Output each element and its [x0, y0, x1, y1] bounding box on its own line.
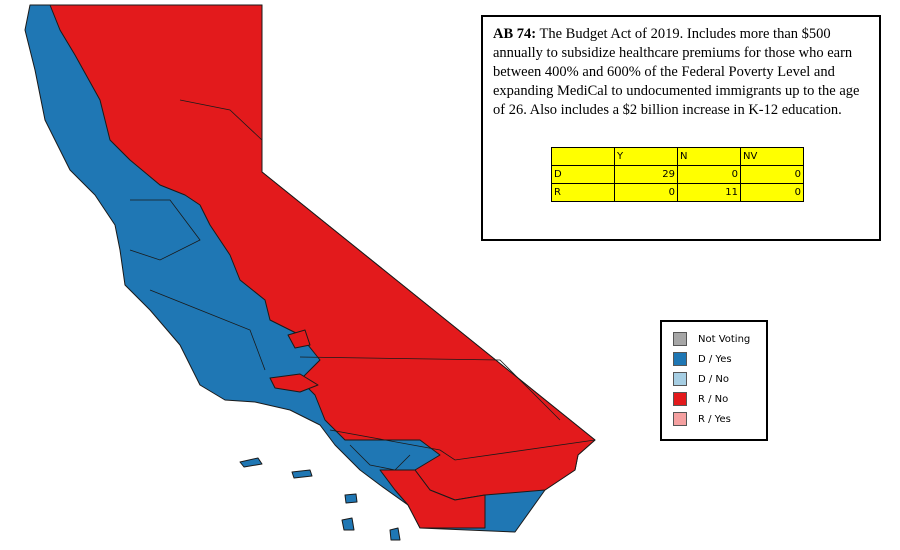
- legend-swatch: [673, 412, 687, 426]
- legend-swatch: [673, 352, 687, 366]
- row-header: D: [551, 165, 615, 184]
- legend-item: D / No: [673, 371, 729, 387]
- legend-label: D / Yes: [698, 353, 732, 365]
- legend-item: Not Voting: [673, 331, 750, 347]
- legend-label: D / No: [698, 373, 730, 385]
- legend-item: R / Yes: [673, 411, 731, 427]
- description-box: AB 74: The Budget Act of 2019. Includes …: [481, 15, 881, 241]
- col-header: Y: [614, 147, 678, 166]
- row-header: R: [551, 183, 615, 202]
- table-header: Y N NV: [551, 147, 804, 166]
- legend-label: R / Yes: [698, 413, 731, 425]
- district-border: [299, 356, 561, 421]
- district-border: [349, 444, 411, 471]
- island: [239, 457, 263, 468]
- cell: 29: [614, 165, 678, 184]
- legend-swatch: [673, 372, 687, 386]
- island: [389, 527, 401, 541]
- legend-label: Not Voting: [698, 333, 751, 345]
- description: AB 74: The Budget Act of 2019. Includes …: [493, 25, 873, 120]
- bill-label: AB 74:: [493, 26, 537, 42]
- col-header: N: [677, 147, 741, 166]
- col-header: NV: [740, 147, 804, 166]
- table-row: R 0 11 0: [551, 183, 804, 202]
- legend-swatch: [673, 332, 687, 346]
- cell: 0: [614, 183, 678, 202]
- corner-cell: [551, 147, 615, 166]
- table-row: D 29 0 0: [551, 165, 804, 184]
- legend-label: R / No: [698, 393, 729, 405]
- map: [24, 4, 596, 541]
- district-border: [149, 289, 266, 371]
- red-south: [379, 469, 486, 529]
- cell: 0: [740, 183, 804, 202]
- cell: 0: [677, 165, 741, 184]
- bill-text: The Budget Act of 2019. Includes more th…: [493, 26, 860, 118]
- island: [344, 493, 358, 504]
- district-border: [329, 429, 596, 461]
- island: [341, 517, 355, 531]
- legend-swatch: [673, 392, 687, 406]
- legend: Not Voting D / Yes D / No R / No R / Yes: [660, 320, 768, 441]
- red-enclave: [287, 329, 311, 349]
- island: [291, 469, 313, 479]
- district-border: [179, 99, 263, 141]
- cell: 0: [740, 165, 804, 184]
- legend-item: D / Yes: [673, 351, 732, 367]
- legend-item: R / No: [673, 391, 728, 407]
- district-border: [129, 199, 201, 261]
- cell: 11: [677, 183, 741, 202]
- red-enclave: [269, 373, 319, 393]
- vote-table: Y N NV D 29 0 0 R 0 11 0: [551, 147, 804, 202]
